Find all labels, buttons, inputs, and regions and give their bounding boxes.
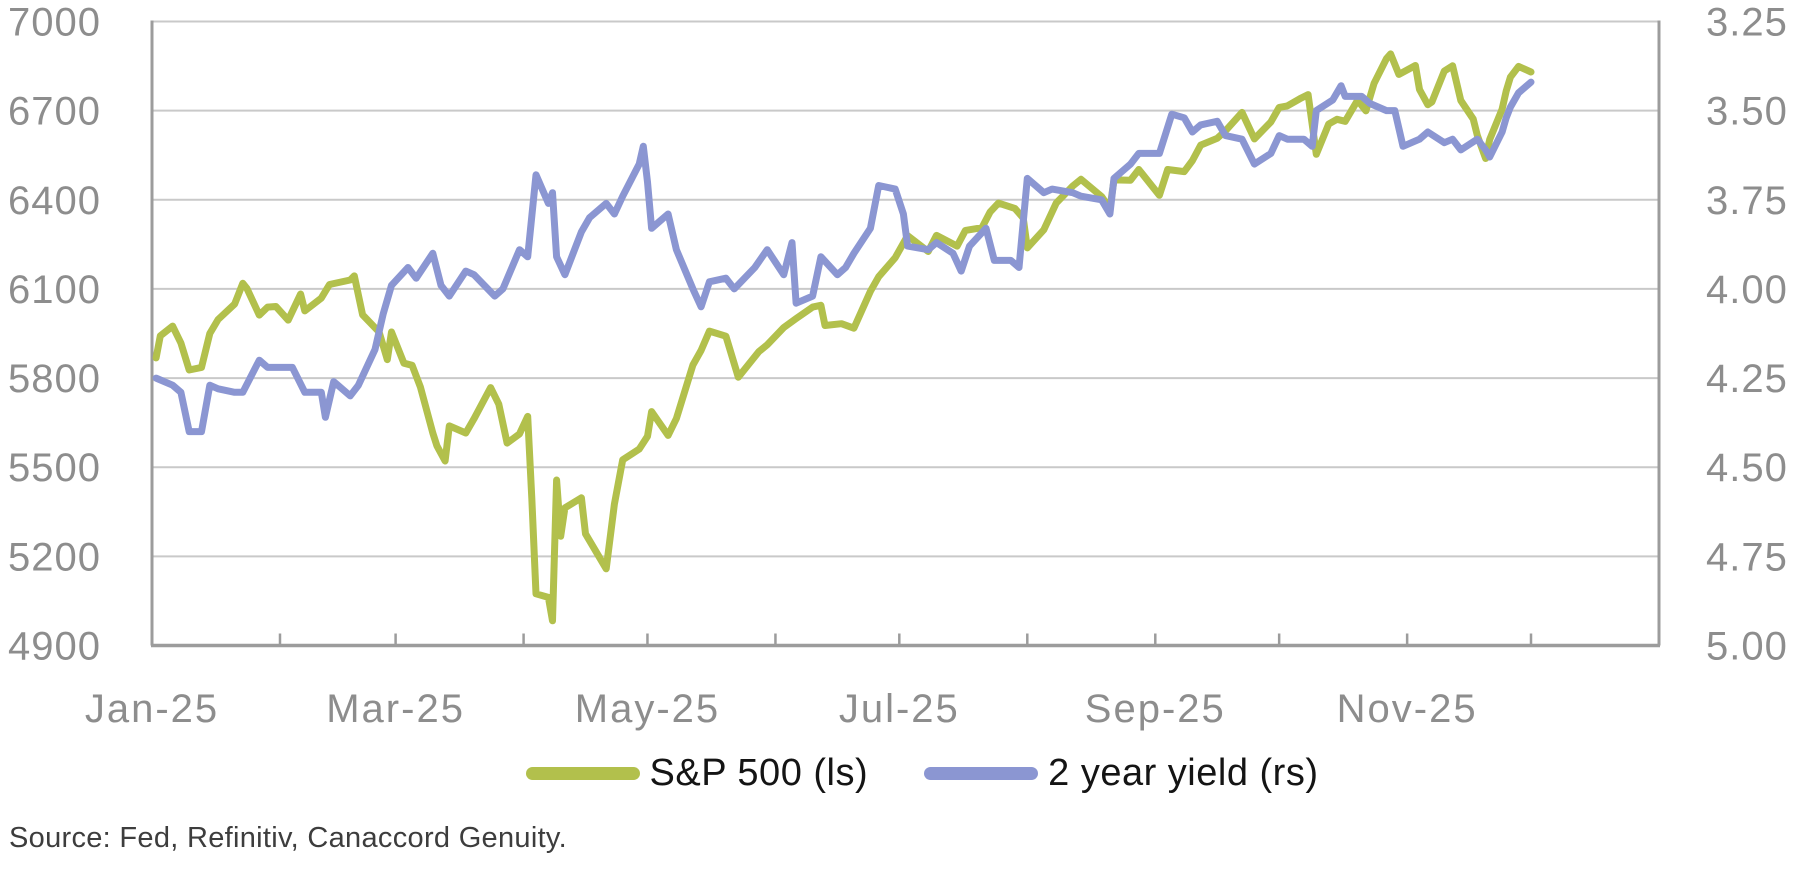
right-axis-tick-label: 5.00 (1706, 625, 1788, 669)
left-axis-tick-label: 4900 (8, 625, 101, 669)
legend-label-2year-yield: 2 year yield (rs) (1048, 751, 1319, 794)
x-axis-tick-label: May-25 (575, 687, 720, 731)
x-axis-tick-label: Sep-25 (1085, 687, 1226, 731)
two-year-yield-series-line (152, 78, 1535, 436)
left-axis-tick-label: 5500 (8, 446, 101, 490)
left-axis-tick-label: 6700 (8, 90, 101, 134)
left-axis-tick-label: 5200 (8, 535, 101, 579)
legend: S&P 500 (ls) 2 year yield (rs) (22, 744, 1800, 802)
x-axis-tick-label: Mar-25 (326, 687, 465, 731)
right-axis-tick-label: 4.50 (1706, 446, 1788, 490)
right-axis-tick-label: 3.50 (1706, 90, 1788, 134)
left-axis-tick-label: 5800 (8, 357, 101, 401)
right-axis-tick-label: 4.00 (1706, 268, 1788, 312)
legend-item-sp500: S&P 500 (ls) (525, 751, 869, 795)
left-axis-tick-label: 6400 (8, 179, 101, 223)
left-axis-tick-label: 7000 (8, 1, 101, 45)
sp500-series-line (152, 50, 1535, 625)
two-year-yield-line-swatch-icon (924, 766, 1039, 780)
x-axis-tick-label: Nov-25 (1337, 687, 1478, 731)
legend-item-2year-yield: 2 year yield (rs) (924, 752, 1318, 795)
sp500-line-swatch-icon (525, 766, 640, 780)
right-axis-tick-label: 4.25 (1706, 357, 1788, 401)
right-axis-tick-label: 4.75 (1706, 535, 1788, 579)
right-axis-tick-label: 3.75 (1706, 179, 1788, 223)
source-note: Source: Fed, Refinitiv, Canaccord Genuit… (9, 822, 567, 854)
legend-label-sp500: S&P 500 (ls) (649, 751, 869, 794)
x-axis-tick-label: Jul-25 (839, 687, 960, 731)
left-axis-tick-label: 6100 (8, 268, 101, 312)
x-axis-tick-label: Jan-25 (85, 687, 219, 731)
right-axis-tick-label: 3.25 (1706, 1, 1788, 45)
